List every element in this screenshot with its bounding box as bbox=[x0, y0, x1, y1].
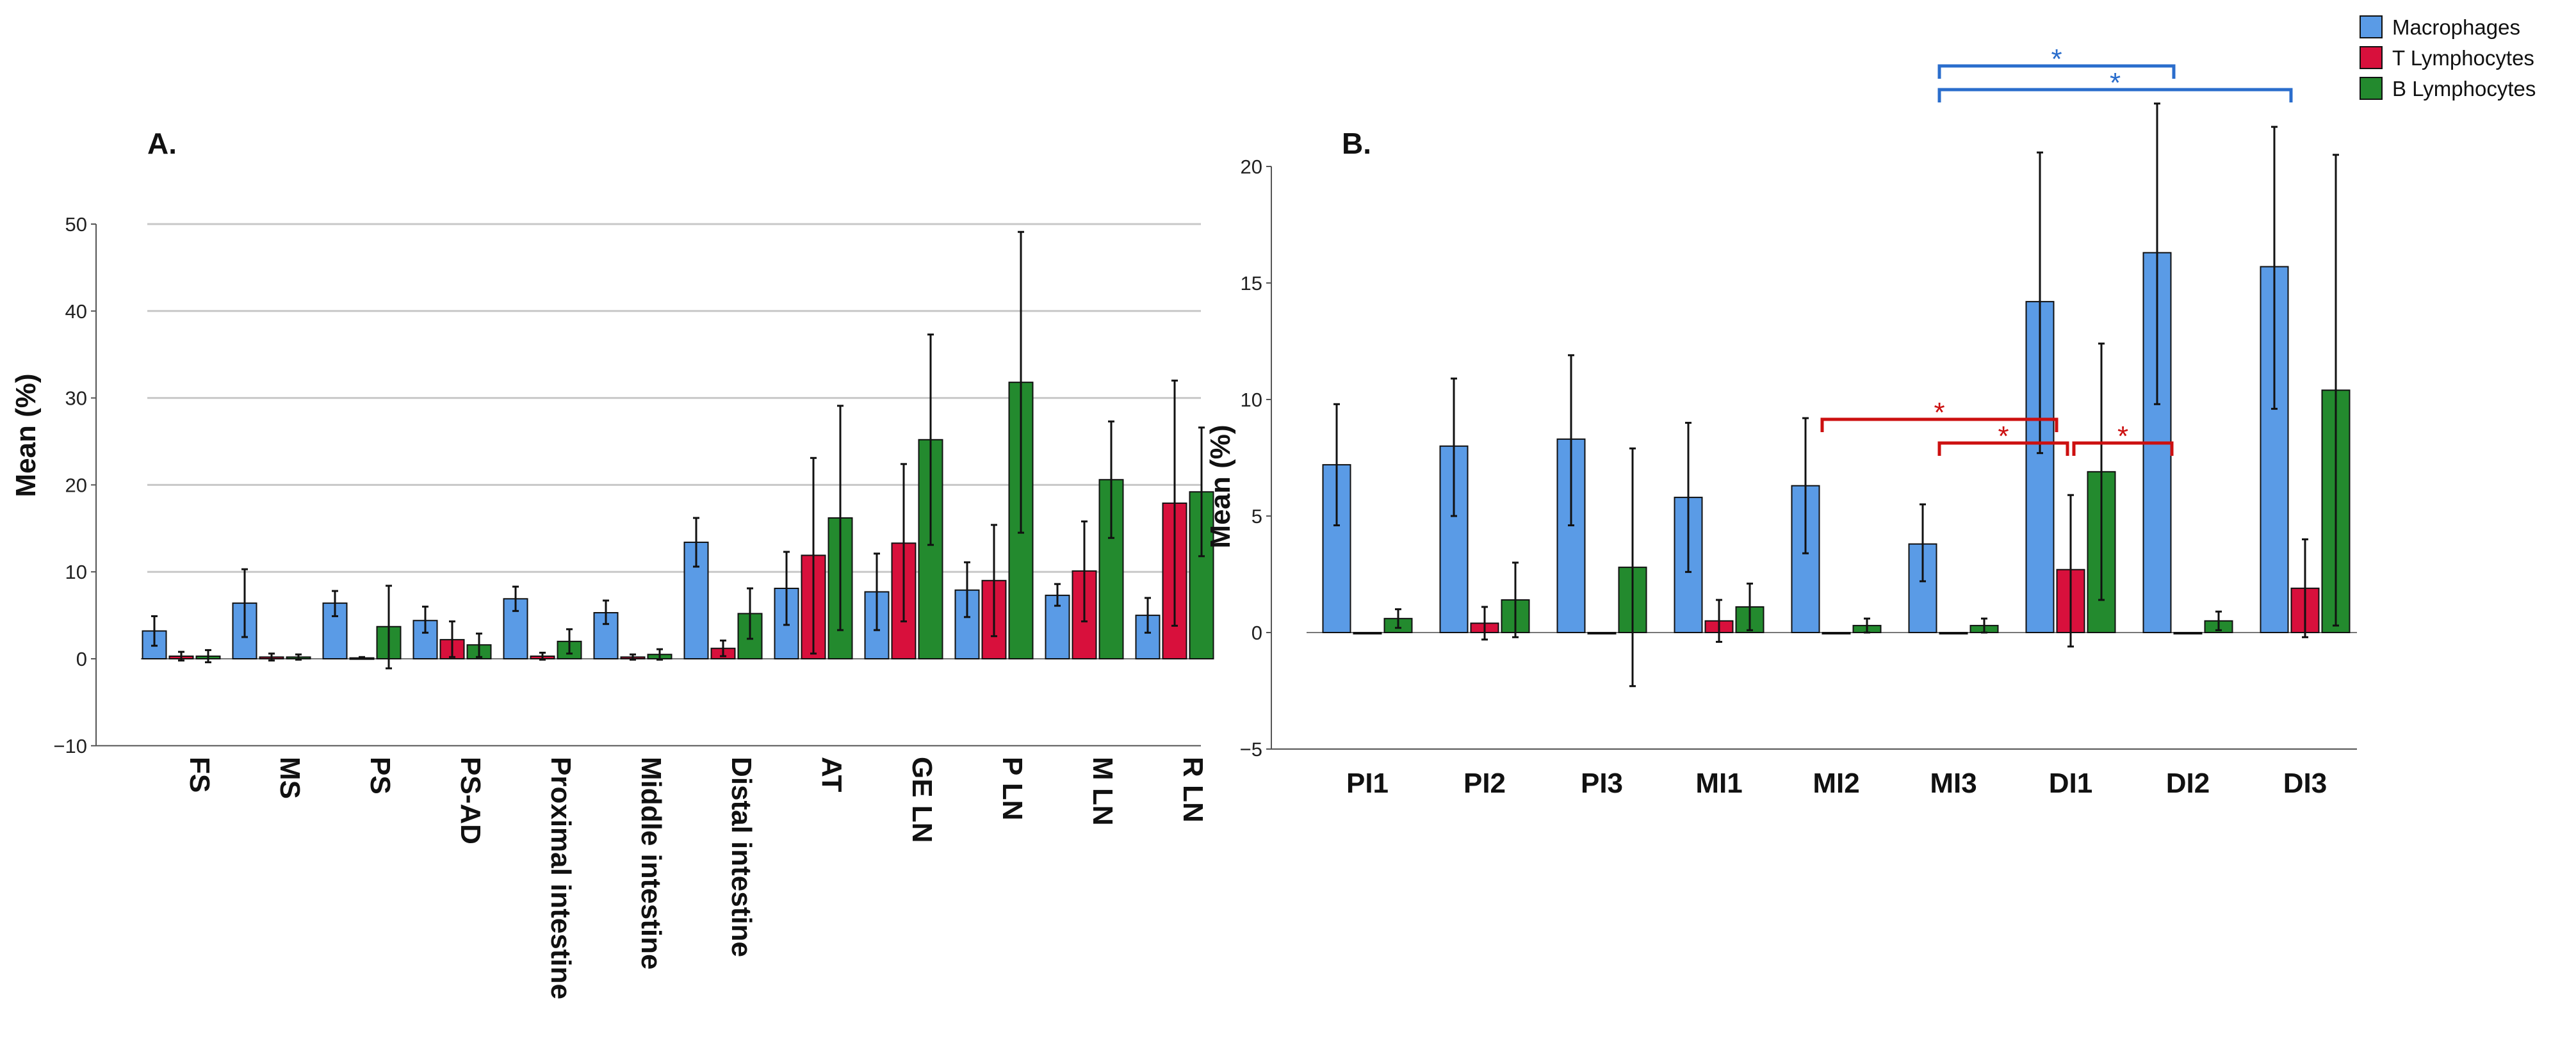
legend-swatch-t-lymphocytes bbox=[2360, 46, 2383, 69]
x-tick-label-di1: DI1 bbox=[2049, 768, 2092, 799]
y-tick-label: 5 bbox=[1251, 505, 1262, 528]
x-tick-label-pi3: PI3 bbox=[1581, 768, 1623, 799]
bar-b-lymphocytes-ge-ln bbox=[918, 439, 943, 659]
significance-star: * bbox=[1998, 421, 2009, 452]
y-tick-label: −10 bbox=[53, 735, 87, 757]
x-tick-label-proximal-intestine: Proximal intestine bbox=[545, 757, 576, 999]
significance-bracket-mi3-di1 bbox=[1937, 441, 2069, 456]
y-tick-label: 15 bbox=[1241, 272, 1262, 295]
significance-bracket-mi3-di2 bbox=[1937, 64, 2176, 79]
y-tick-label: 10 bbox=[1241, 389, 1262, 411]
y-axis-label: Mean (%) bbox=[10, 373, 42, 497]
significance-star: * bbox=[1934, 397, 1944, 428]
bar-t-lymphocytes-pi3 bbox=[1587, 632, 1617, 634]
bar-t-lymphocytes-pi1 bbox=[1353, 632, 1382, 634]
x-tick-label-p-ln: P LN bbox=[997, 757, 1028, 820]
x-tick-label-fs: FS bbox=[184, 757, 215, 793]
y-tick-label: 40 bbox=[65, 300, 87, 323]
legend-label-b-lymphocytes: B Lymphocytes bbox=[2392, 77, 2536, 101]
legend-swatch-b-lymphocytes bbox=[2360, 77, 2383, 100]
x-tick-label-r-ln: R LN bbox=[1177, 757, 1209, 823]
legend-swatch-macrophages bbox=[2360, 15, 2383, 38]
x-tick-label-mi2: MI2 bbox=[1813, 768, 1859, 799]
y-tick-label: 20 bbox=[1241, 156, 1262, 178]
x-tick-label-distal-intestine: Distal intestine bbox=[726, 757, 757, 957]
x-tick-label-pi2: PI2 bbox=[1463, 768, 1506, 799]
bar-t-lymphocytes-mi2 bbox=[1822, 632, 1851, 634]
legend-label-macrophages: Macrophages bbox=[2392, 15, 2520, 39]
panel-b-chart: B. Mean (%) −5 0 5 10 15 20 PI1 PI2 PI3 MI1 MI2 MI3 DI… bbox=[1205, 44, 2357, 799]
significance-bracket-mi3-di3 bbox=[1937, 88, 2293, 102]
x-tick-label-pi1: PI1 bbox=[1346, 768, 1389, 799]
significance-star: * bbox=[2110, 67, 2121, 99]
y-tick-label: 50 bbox=[65, 213, 87, 236]
x-tick-label-ps-ad: PS-AD bbox=[455, 757, 486, 844]
x-tick-label-di3: DI3 bbox=[2283, 768, 2327, 799]
legend-label-t-lymphocytes: T Lymphocytes bbox=[2392, 46, 2534, 70]
y-tick-label: 0 bbox=[1251, 622, 1262, 644]
y-axis-label: Mean (%) bbox=[1205, 424, 1236, 548]
y-tick-label: 10 bbox=[65, 561, 87, 583]
x-tick-label-ge-ln: GE LN bbox=[906, 757, 938, 843]
significance-star: * bbox=[2117, 421, 2128, 452]
x-tick-label-m-ln: M LN bbox=[1087, 757, 1118, 826]
significance-bracket-mi2-di1 bbox=[1820, 417, 2058, 432]
x-tick-label-at: AT bbox=[816, 757, 847, 793]
x-tick-label-di2: DI2 bbox=[2166, 768, 2210, 799]
x-tick-label-mi3: MI3 bbox=[1930, 768, 1977, 799]
legend: Macrophages T Lymphocytes B Lymphocytes bbox=[2360, 15, 2536, 101]
x-tick-label-middle-intestine: Middle intestine bbox=[635, 757, 667, 969]
bar-t-lymphocytes-mi3 bbox=[1939, 632, 1968, 634]
significance-bracket-di1-di2 bbox=[2072, 441, 2174, 456]
x-tick-label-mi1: MI1 bbox=[1695, 768, 1742, 799]
panel-label: B. bbox=[1342, 127, 1371, 160]
bar-t-lymphocytes-di2 bbox=[2173, 632, 2203, 634]
y-tick-label: 20 bbox=[65, 474, 87, 496]
y-tick-label: 30 bbox=[65, 387, 87, 410]
x-tick-label-ps: PS bbox=[364, 757, 396, 795]
panel-a-chart: A. Mean (%) −10 0 10 20 30 40 50 FS MS PS PS-AD Proxi… bbox=[10, 127, 1214, 999]
panel-label: A. bbox=[147, 127, 177, 160]
significance-star: * bbox=[2051, 44, 2062, 75]
y-tick-label: 0 bbox=[76, 648, 87, 670]
x-tick-label-ms: MS bbox=[274, 757, 306, 799]
y-tick-label: −5 bbox=[1240, 738, 1262, 761]
